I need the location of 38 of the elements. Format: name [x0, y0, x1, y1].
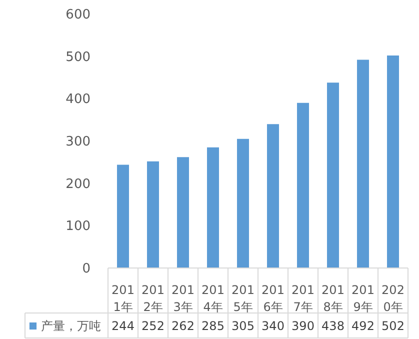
- x-tick-label: 2014年: [202, 283, 224, 314]
- x-tick-label: 2017年: [292, 283, 314, 314]
- y-tick-label: 600: [66, 8, 90, 22]
- y-tick-label: 0: [82, 262, 90, 276]
- bar: [387, 55, 399, 268]
- bar: [177, 157, 189, 268]
- y-tick-label: 400: [66, 92, 90, 108]
- data-label: 262: [172, 319, 194, 333]
- data-label: 305: [232, 319, 254, 333]
- x-tick-label: 2019年: [352, 283, 374, 314]
- x-tick-label: 2018年: [322, 283, 344, 314]
- data-label: 252: [142, 319, 164, 333]
- data-label: 390: [292, 319, 314, 333]
- data-label: 502: [382, 319, 404, 333]
- bar: [267, 124, 279, 268]
- data-label: 340: [262, 319, 284, 333]
- bar: [297, 102, 309, 268]
- legend-label: 产量，万吨: [41, 319, 101, 333]
- bar: [237, 138, 249, 268]
- data-label: 244: [112, 319, 134, 333]
- data-label: 438: [322, 319, 344, 333]
- x-tick-label: 2012年: [142, 283, 164, 314]
- bar: [207, 147, 219, 268]
- bar: [327, 82, 339, 268]
- y-tick-label: 200: [66, 176, 90, 192]
- x-tick-label: 2011年: [112, 283, 134, 314]
- data-label: 285: [202, 319, 224, 333]
- x-tick-label: 2016年: [262, 283, 284, 314]
- bar: [357, 60, 369, 268]
- y-tick-label: 100: [66, 219, 90, 234]
- bar: [117, 164, 129, 268]
- y-tick-label: 500: [66, 50, 90, 65]
- y-tick-label: 300: [66, 134, 90, 150]
- x-tick-label: 2015年: [232, 283, 254, 314]
- x-tick-label: 2013年: [172, 283, 194, 314]
- bar: [147, 161, 159, 268]
- x-tick-label: 2020年: [382, 283, 404, 314]
- data-label: 492: [352, 319, 374, 333]
